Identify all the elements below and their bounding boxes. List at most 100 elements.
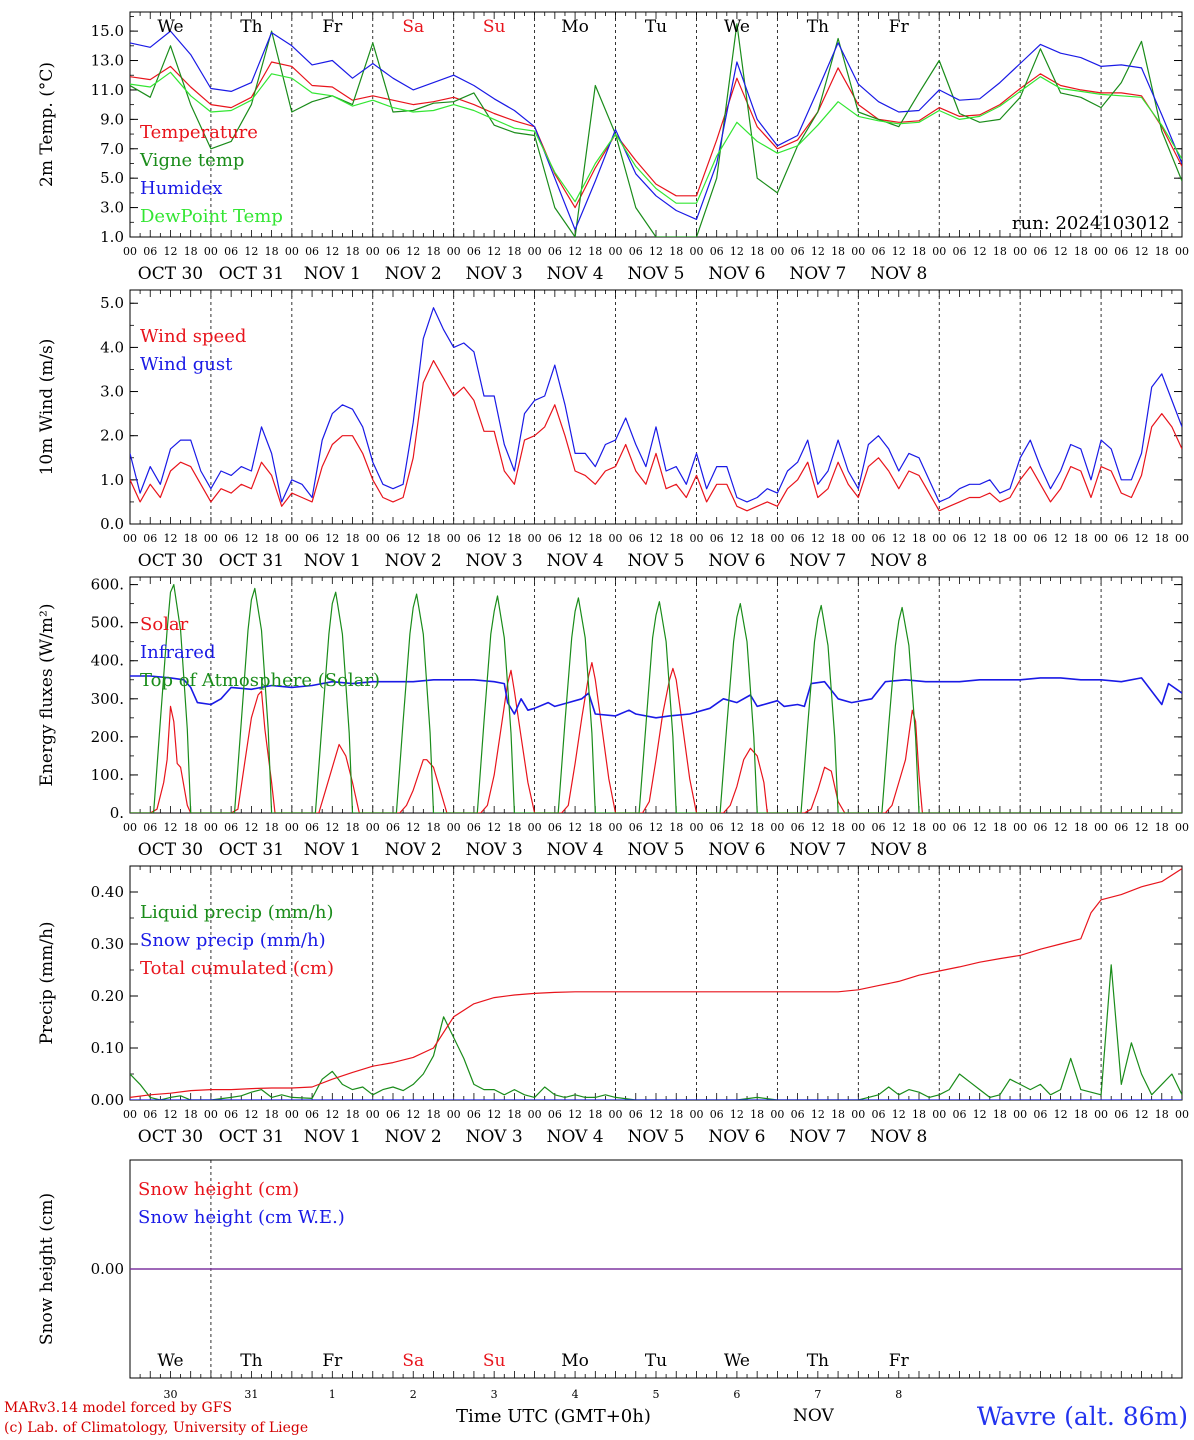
date-label: NOV 2 [385, 840, 442, 860]
hour-tick-label: 18 [507, 245, 521, 258]
series-line-solar [130, 662, 1182, 813]
y-tick-label: 5.0 [100, 294, 124, 312]
hour-tick-label: 00 [204, 245, 218, 258]
hour-tick-label: 18 [507, 821, 521, 834]
date-label: NOV 3 [466, 264, 523, 284]
hour-tick-label: 06 [952, 1108, 966, 1121]
hour-tick-label: 00 [1013, 245, 1027, 258]
hour-tick-label: 00 [285, 821, 299, 834]
date-label: NOV 8 [870, 551, 927, 571]
hour-tick-label: 18 [426, 821, 440, 834]
day-number: 7 [814, 1388, 821, 1401]
hour-tick-label: 06 [872, 821, 886, 834]
hour-tick-label: 00 [932, 532, 946, 545]
panel-precip: 0.40 0.30 0.20 0.10 0.00 Precip (mm/h) Liquid … [37, 865, 1189, 1147]
series-group [130, 584, 1182, 813]
hour-tick-label: 00 [285, 245, 299, 258]
date-label: NOV 6 [708, 551, 765, 571]
y-axis-label: 10m Wind (m/s) [37, 339, 57, 476]
date-label: NOV 2 [385, 551, 442, 571]
hour-tick-label: 06 [143, 821, 157, 834]
y-tick-label: 2.0 [100, 427, 124, 445]
hour-tick-label: 18 [669, 821, 683, 834]
hour-tick-label: 18 [669, 1108, 683, 1121]
hour-tick-label: 18 [750, 532, 764, 545]
hour-tick-label: 00 [1175, 1108, 1189, 1121]
date-label: NOV 6 [708, 264, 765, 284]
hour-tick-label: 00 [1175, 245, 1189, 258]
legend-entry: Vigne temp [139, 150, 244, 171]
date-label: NOV 1 [304, 264, 361, 284]
hour-tick-label: 06 [1033, 245, 1047, 258]
y-tick-label: 9.0 [100, 110, 124, 128]
hour-tick-label: 18 [265, 532, 279, 545]
hour-tick-label: 06 [386, 245, 400, 258]
y-tick-label: 0. [110, 804, 124, 822]
hour-tick-label: 06 [791, 1108, 805, 1121]
hour-tick-label: 06 [467, 245, 481, 258]
hour-tick-label: 18 [184, 821, 198, 834]
hour-tick-label: 06 [467, 821, 481, 834]
hour-tick-label: 12 [649, 532, 663, 545]
y-tick-label: 4.0 [100, 338, 124, 356]
hour-tick-label: 00 [285, 532, 299, 545]
y-tick-label: 0.40 [91, 883, 124, 901]
day-name: Fr [889, 17, 910, 37]
day-number: 4 [572, 1388, 579, 1401]
date-label: NOV 4 [547, 551, 604, 571]
hour-tick-label: 18 [1074, 1108, 1088, 1121]
hour-tick-label: 18 [184, 1108, 198, 1121]
hour-tick-label: 00 [447, 1108, 461, 1121]
hour-tick-label: 06 [1114, 532, 1128, 545]
hour-tick-label: 00 [123, 532, 137, 545]
day-name: We [724, 1351, 750, 1371]
day-number: 6 [733, 1388, 740, 1401]
panel-temp: 15.0 13.0 11.0 9.0 7.0 5.0 3.0 1.0 2m Temp. (°C)… [37, 11, 1189, 284]
hour-tick-label: 06 [143, 532, 157, 545]
series-line-temperature [130, 61, 1182, 209]
date-label: NOV 6 [708, 840, 765, 860]
hour-tick-label: 18 [346, 1108, 360, 1121]
hour-tick-label: 06 [224, 245, 238, 258]
hour-tick-label: 12 [325, 245, 339, 258]
day-name: Tu [645, 17, 667, 37]
hour-tick-label: 06 [1033, 1108, 1047, 1121]
day-name: Fr [889, 1351, 910, 1371]
series-line-dewpoint-temp [130, 71, 1182, 204]
hour-tick-label: 12 [1054, 1108, 1068, 1121]
hour-tick-label: 00 [1013, 1108, 1027, 1121]
model-credit: MARv3.14 model forced by GFS [4, 1400, 233, 1416]
hour-tick-label: 06 [386, 532, 400, 545]
y-tick-label: 0.10 [91, 1039, 124, 1057]
hour-tick-label: 18 [1074, 821, 1088, 834]
hour-tick-label: 12 [1135, 821, 1149, 834]
date-label: NOV 7 [789, 551, 846, 571]
hour-tick-label: 06 [710, 821, 724, 834]
hour-tick-label: 12 [406, 1108, 420, 1121]
hour-tick-label: 00 [932, 1108, 946, 1121]
hour-tick-label: 00 [1175, 821, 1189, 834]
hour-tick-label: 06 [1033, 532, 1047, 545]
y-tick-label: 500. [91, 614, 124, 632]
hour-tick-label: 00 [1094, 245, 1108, 258]
date-label: NOV 8 [870, 1127, 927, 1147]
hour-tick-label: 12 [892, 532, 906, 545]
hour-tick-label: 18 [346, 821, 360, 834]
hour-tick-label: 06 [872, 532, 886, 545]
hour-tick-label: 12 [487, 245, 501, 258]
hour-tick-label: 12 [973, 821, 987, 834]
hour-tick-label: 18 [669, 532, 683, 545]
hour-tick-label: 00 [1175, 532, 1189, 545]
series-line-wind-speed [130, 360, 1182, 512]
date-label: NOV 4 [547, 264, 604, 284]
hour-tick-label: 12 [730, 1108, 744, 1121]
date-label: OCT 31 [219, 264, 284, 284]
hour-tick-label: 06 [791, 821, 805, 834]
date-label: NOV 8 [870, 840, 927, 860]
hour-tick-label: 00 [1013, 532, 1027, 545]
hour-tick-label: 00 [609, 821, 623, 834]
lab-credit: (c) Lab. of Climatology, University of L… [4, 1420, 309, 1436]
panel-snow: 0.00 Snow height (cm) Snow height (cm) Snow… [37, 1159, 1183, 1401]
legend-entry: Solar [140, 614, 189, 635]
date-label: OCT 31 [219, 1127, 284, 1147]
